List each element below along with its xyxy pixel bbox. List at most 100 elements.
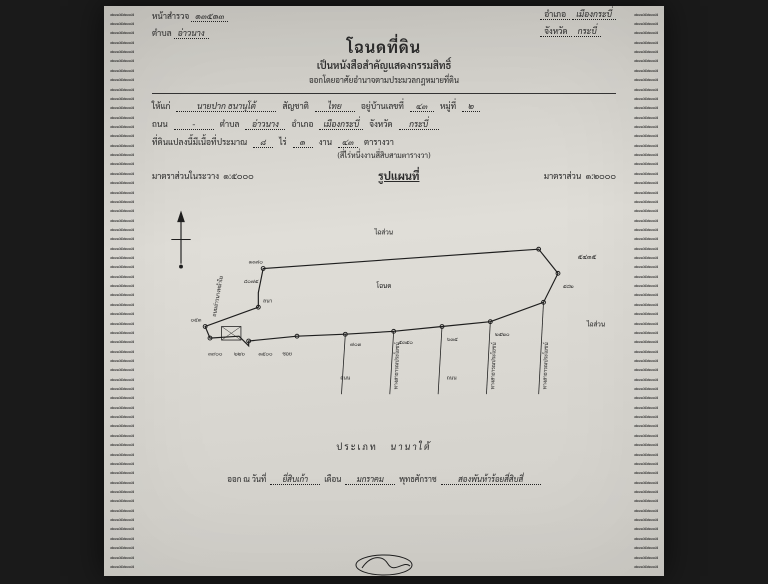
perforation-mark: ๑๒๓๔๕๑๒๓๔๕	[110, 41, 134, 45]
scale-right-value: ๑:๒๐๐๐	[585, 170, 616, 181]
perforation-mark: ๑๒๓๔๕๑๒๓๔๕	[110, 527, 134, 531]
perforation-mark: ๑๒๓๔๕๑๒๓๔๕	[110, 88, 134, 92]
perforation-mark: ๑๒๓๔๕๑๒๓๔๕	[634, 546, 658, 550]
scale-left-value: ๑:๕๐๐๐	[223, 170, 253, 181]
perforation-mark: ๑๒๓๔๕๑๒๓๔๕	[110, 546, 134, 550]
perforation-mark: ๑๒๓๔๕๑๒๓๔๕	[634, 527, 658, 531]
issue-era: สองพันห้าร้อยสี่สิบสี่	[441, 473, 541, 485]
label-south1: ถนน	[340, 375, 350, 382]
perforation-mark: ๑๒๓๔๕๑๒๓๔๕	[110, 415, 134, 419]
perforation-mark: ๑๒๓๔๕๑๒๓๔๕	[634, 162, 658, 166]
perforation-mark: ๑๒๓๔๕๑๒๓๔๕	[634, 22, 658, 26]
perforation-mark: ๑๒๓๔๕๑๒๓๔๕	[634, 406, 658, 410]
perforation-mark: ๑๒๓๔๕๑๒๓๔๕	[634, 499, 658, 503]
perforation-mark: ๑๒๓๔๕๑๒๓๔๕	[110, 556, 134, 560]
perforation-mark: ๑๒๓๔๕๑๒๓๔๕	[110, 144, 134, 148]
perforation-mark: ๑๒๓๔๕๑๒๓๔๕	[110, 31, 134, 35]
perforation-mark: ๑๒๓๔๕๑๒๓๔๕	[634, 340, 658, 344]
plan-title: รูปแผนที่	[378, 168, 419, 183]
perforation-mark: ๑๒๓๔๕๑๒๓๔๕	[634, 50, 658, 54]
compass-icon	[171, 211, 190, 269]
perforation-mark: ๑๒๓๔๕๑๒๓๔๕	[110, 275, 134, 279]
perforation-mark: ๑๒๓๔๕๑๒๓๔๕	[110, 406, 134, 410]
nationality-value: ไทย	[315, 100, 355, 112]
perforation-mark: ๑๒๓๔๕๑๒๓๔๕	[634, 312, 658, 316]
perforation-mark: ๑๒๓๔๕๑๒๓๔๕	[110, 22, 134, 26]
label-center: โฉนด	[376, 281, 392, 290]
perforation-mark: ๑๒๓๔๕๑๒๓๔๕	[110, 153, 134, 157]
perforation-mark: ๑๒๓๔๕๑๒๓๔๕	[110, 284, 134, 288]
ngan-unit: งาน	[319, 136, 332, 147]
owner-row-1: ให้แก่ นายปาก ธนานุโต้ สัญชาติ ไทย อยู่บ…	[152, 100, 616, 112]
perforation-mark: ๑๒๓๔๕๑๒๓๔๕	[110, 537, 134, 541]
perforation-mark: ๑๒๓๔๕๑๒๓๔๕	[110, 78, 134, 82]
cadastral-plan: ไฉส่วน ๕๔๓๕ ไฉส่วน โฉนด ๑๑๘๐ ๘๐๗๕ ลนา ๐๕…	[152, 187, 616, 437]
perforation-mark: ๑๒๓๔๕๑๒๓๔๕	[634, 144, 658, 148]
perforation-mark: ๑๒๓๔๕๑๒๓๔๕	[110, 50, 134, 54]
perforation-mark: ๑๒๓๔๕๑๒๓๔๕	[634, 13, 658, 17]
label-south2: ถนน	[447, 375, 457, 382]
location-block: อำเภอ เมืองกระบี่ จังหวัด กระบี่	[540, 8, 616, 42]
perforation-mark: ๑๒๓๔๕๑๒๓๔๕	[634, 537, 658, 541]
category-value: นานาใต้	[390, 441, 431, 453]
addr-province-label: จังหวัด	[369, 118, 392, 129]
owner-label: ให้แก่	[152, 100, 170, 111]
label-west-road: ถนนอ่าวนางหน้าใน	[210, 275, 225, 318]
addr-tambon-value: อ่าวนาง	[245, 118, 285, 130]
perforation-mark: ๑๒๓๔๕๑๒๓๔๕	[634, 490, 658, 494]
scale-row: มาตราส่วนในระวาง ๑:๕๐๐๐ รูปแผนที่ มาตราส…	[152, 168, 616, 183]
perforation-mark: ๑๒๓๔๕๑๒๓๔๕	[110, 69, 134, 73]
label-d12: ๖๓๕	[447, 336, 458, 343]
perforation-strip-right: ๑๒๓๔๕๑๒๓๔๕๑๒๓๔๕๑๒๓๔๕๑๒๓๔๕๑๒๓๔๕๑๒๓๔๕๑๒๓๔๕…	[628, 6, 664, 576]
issue-day: ยี่สิบเก้า	[270, 473, 320, 485]
perforation-mark: ๑๒๓๔๕๑๒๓๔๕	[634, 237, 658, 241]
perforation-mark: ๑๒๓๔๕๑๒๓๔๕	[634, 415, 658, 419]
perforation-mark: ๑๒๓๔๕๑๒๓๔๕	[110, 200, 134, 204]
moo-label: หมู่ที่	[440, 100, 456, 111]
perforation-mark: ๑๒๓๔๕๑๒๓๔๕	[634, 322, 658, 326]
perforation-mark: ๑๒๓๔๕๑๒๓๔๕	[634, 275, 658, 279]
perforation-mark: ๑๒๓๔๕๑๒๓๔๕	[634, 31, 658, 35]
amphoe-label: อำเภอ	[540, 8, 570, 20]
perforation-mark: ๑๒๓๔๕๑๒๓๔๕	[634, 396, 658, 400]
label-d8: ๒๒๖	[234, 351, 245, 358]
perforation-mark: ๑๒๓๔๕๑๒๓๔๕	[634, 303, 658, 307]
perforation-mark: ๑๒๓๔๕๑๒๓๔๕	[110, 125, 134, 129]
ngan-value: ๑	[293, 136, 313, 148]
addr-province-value: กระบี่	[399, 118, 439, 130]
perforation-mark: ๑๒๓๔๕๑๒๓๔๕	[110, 228, 134, 232]
rai-value: ๘	[253, 136, 273, 148]
perforation-mark: ๑๒๓๔๕๑๒๓๔๕	[634, 219, 658, 223]
perforation-mark: ๑๒๓๔๕๑๒๓๔๕	[110, 116, 134, 120]
amphoe-value: เมืองกระบี่	[572, 8, 616, 20]
perforation-mark: ๑๒๓๔๕๑๒๓๔๕	[110, 340, 134, 344]
perforation-mark: ๑๒๓๔๕๑๒๓๔๕	[634, 256, 658, 260]
owner-row-2: ถนน - ตำบล อ่าวนาง อำเภอ เมืองกระบี่ จัง…	[152, 118, 616, 130]
perforation-mark: ๑๒๓๔๕๑๒๓๔๕	[634, 116, 658, 120]
perforation-mark: ๑๒๓๔๕๑๒๓๔๕	[110, 359, 134, 363]
category-label: ประเภท	[336, 441, 377, 453]
moo-value: ๒	[462, 100, 480, 112]
label-east2: ไฉส่วน	[586, 320, 605, 329]
perforation-mark: ๑๒๓๔๕๑๒๓๔๕	[634, 97, 658, 101]
perforation-mark: ๑๒๓๔๕๑๒๓๔๕	[634, 556, 658, 560]
survey-label: หน้าสำรวจ	[152, 10, 189, 21]
perforation-mark: ๑๒๓๔๕๑๒๓๔๕	[634, 78, 658, 82]
perforation-mark: ๑๒๓๔๕๑๒๓๔๕	[634, 350, 658, 354]
document-content: อำเภอ เมืองกระบี่ จังหวัด กระบี่ หน้าสำร…	[144, 6, 624, 576]
wa-value: ๔๓	[338, 136, 358, 148]
scale-left-label: มาตราส่วนในระวาง	[152, 170, 219, 181]
category-row: ประเภท นานาใต้	[152, 441, 616, 453]
perforation-mark: ๑๒๓๔๕๑๒๓๔๕	[110, 59, 134, 63]
perforation-mark: ๑๒๓๔๕๑๒๓๔๕	[110, 97, 134, 101]
rai-unit: ไร่	[279, 136, 286, 147]
perforation-mark: ๑๒๓๔๕๑๒๓๔๕	[634, 106, 658, 110]
perforation-strip-left: ๑๒๓๔๕๑๒๓๔๕๑๒๓๔๕๑๒๓๔๕๑๒๓๔๕๑๒๓๔๕๑๒๓๔๕๑๒๓๔๕…	[104, 6, 140, 576]
area-label: ที่ดินแปลงนี้มีเนื้อที่ประมาณ	[152, 136, 247, 147]
perforation-mark: ๑๒๓๔๕๑๒๓๔๕	[634, 368, 658, 372]
perforation-mark: ๑๒๓๔๕๑๒๓๔๕	[634, 443, 658, 447]
label-d1: ๑๑๘๐	[249, 259, 264, 266]
perforation-mark: ๑๒๓๔๕๑๒๓๔๕	[110, 293, 134, 297]
perforation-mark: ๑๒๓๔๕๑๒๓๔๕	[110, 312, 134, 316]
perforation-mark: ๑๒๓๔๕๑๒๓๔๕	[634, 125, 658, 129]
